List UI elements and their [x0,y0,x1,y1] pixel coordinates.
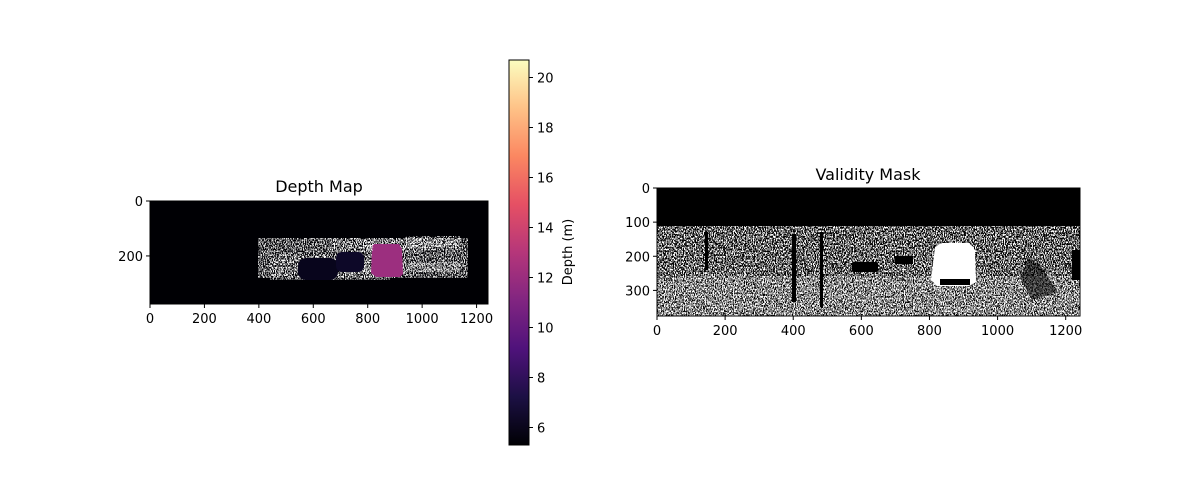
colorbar-ticks: 6 8 10 12 14 16 18 20 [529,72,554,437]
depth-y-tick-label: 200 [118,250,143,265]
depth-x-tick-label: 0 [146,312,154,327]
depth-x-tick-label: 600 [301,312,326,327]
depth-y-tick-label: 0 [135,195,143,210]
validity-mask-image [657,188,1080,316]
mask-truck-bumper [940,279,970,285]
mask-x-tick-label: 600 [849,324,874,339]
colorbar-tick-label: 14 [537,222,554,237]
mask-car-window-2 [895,256,913,264]
mask-edge-dark [1072,250,1080,280]
mask-x-tick-label: 0 [653,324,661,339]
mask-y-tick-label: 200 [625,250,650,265]
mask-car-window [852,262,878,272]
depth-colorbar: 6 8 10 12 14 16 18 20 Depth (m) [509,60,576,445]
mask-x-tick-label: 1000 [981,324,1014,339]
mask-y-tick-label: 300 [625,284,650,299]
mask-y-tick-label: 0 [642,182,650,197]
depth-bright-spot [366,241,374,251]
validity-mask-panel: Validity Mask 0 200 400 600 800 1000 1200 0 100… [625,165,1082,339]
depth-x-tick-label: 800 [355,312,380,327]
mask-pole-3 [820,232,823,307]
colorbar-tick-label: 18 [537,122,554,137]
colorbar-tick-label: 6 [537,422,545,437]
colorbar-tick-label: 20 [537,72,554,87]
colorbar-tick-label: 8 [537,372,545,387]
depth-x-axis: 0 200 400 600 800 1000 1200 [146,304,493,327]
colorbar-fill [509,60,529,445]
mask-y-tick-label: 100 [625,216,650,231]
depth-x-tick-label: 1000 [406,312,439,327]
depth-x-tick-label: 400 [246,312,271,327]
mask-valid-ground [657,276,1080,316]
depth-map-title: Depth Map [275,177,363,196]
depth-scatter-highlight [405,236,460,248]
depth-y-axis: 0 200 [118,195,150,265]
mask-x-axis: 0 200 400 600 800 1000 1200 [653,316,1082,339]
depth-truck [371,244,403,277]
depth-x-tick-label: 200 [192,312,217,327]
mask-pole-2 [792,234,796,302]
mask-y-axis: 0 100 200 300 [625,182,657,299]
mask-x-tick-label: 1200 [1049,324,1082,339]
depth-car-left [298,258,338,280]
colorbar-tick-label: 12 [537,272,554,287]
colorbar-label: Depth (m) [561,219,576,286]
depth-map-image [150,201,488,304]
validity-mask-title: Validity Mask [815,165,921,184]
colorbar-tick-label: 10 [537,322,554,337]
depth-car-mid [336,252,364,272]
colorbar-tick-label: 16 [537,172,554,187]
mask-x-tick-label: 400 [781,324,806,339]
mask-pole-1 [705,232,708,270]
depth-x-tick-label: 1200 [460,312,493,327]
mask-x-tick-label: 800 [917,324,942,339]
mask-x-tick-label: 200 [713,324,738,339]
depth-map-panel: Depth Map 0 200 400 600 800 1000 1200 0 200 [118,177,493,327]
